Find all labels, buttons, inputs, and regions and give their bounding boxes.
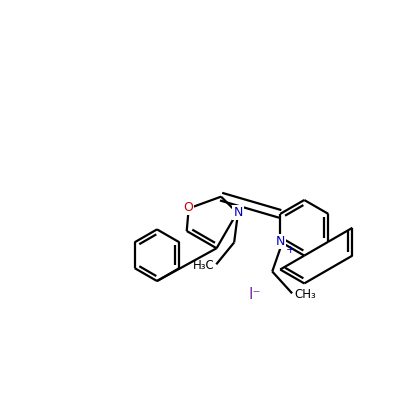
Text: O: O	[183, 201, 193, 214]
Text: +: +	[286, 245, 295, 255]
Text: I⁻: I⁻	[248, 287, 261, 302]
Text: N: N	[276, 235, 285, 248]
Text: N: N	[234, 206, 243, 219]
Text: CH₃: CH₃	[294, 288, 316, 301]
Text: H₃C: H₃C	[192, 259, 214, 272]
